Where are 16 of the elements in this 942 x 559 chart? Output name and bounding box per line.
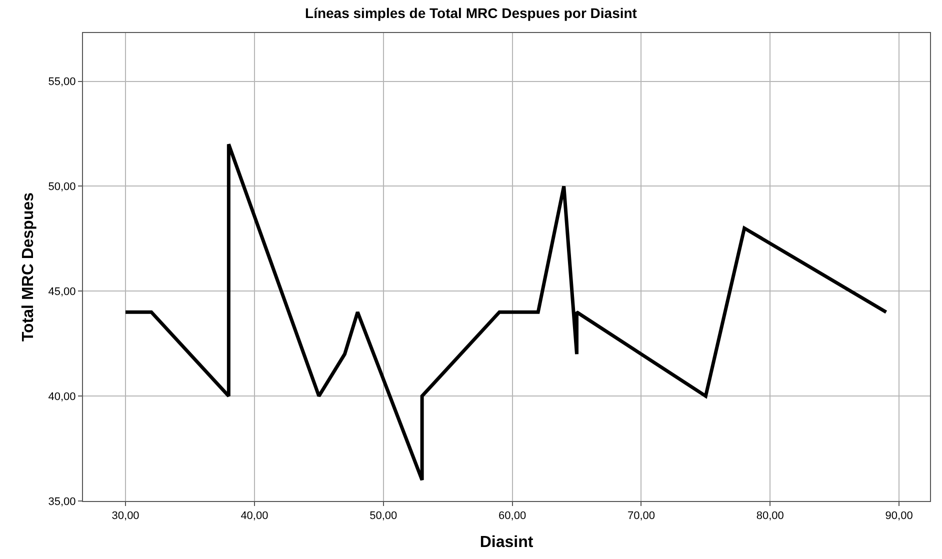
x-tick-label: 80,00 xyxy=(756,510,784,522)
line-series xyxy=(124,142,888,482)
y-axis-title: Total MRC Despues xyxy=(20,192,38,342)
x-axis-title: Diasint xyxy=(480,534,534,551)
x-tick-label: 50,00 xyxy=(370,510,398,522)
y-tick-label: 50,00 xyxy=(48,181,76,194)
x-tick-label: 30,00 xyxy=(112,510,140,522)
x-tick-label: 60,00 xyxy=(498,510,526,522)
x-tick-label: 40,00 xyxy=(240,510,268,522)
chart-title: Líneas simples de Total MRC Despues por Diasint xyxy=(305,5,638,22)
y-tick-label: 55,00 xyxy=(48,76,76,88)
y-tick-label: 45,00 xyxy=(48,286,76,298)
y-tick-label: 35,00 xyxy=(48,496,76,508)
x-tick-label: 70,00 xyxy=(627,510,655,522)
y-tick-label: 40,00 xyxy=(48,390,76,403)
x-tick-label: 90,00 xyxy=(885,510,913,522)
